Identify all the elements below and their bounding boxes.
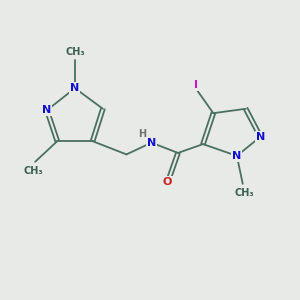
Text: N: N [147, 138, 156, 148]
Text: H: H [138, 129, 146, 140]
Text: CH₃: CH₃ [24, 166, 44, 176]
Text: I: I [194, 80, 198, 90]
Text: CH₃: CH₃ [234, 188, 254, 198]
Text: O: O [163, 177, 172, 188]
Text: N: N [42, 105, 52, 115]
Text: N: N [70, 83, 80, 93]
Text: CH₃: CH₃ [65, 47, 85, 57]
Text: N: N [232, 151, 242, 161]
Text: N: N [256, 132, 265, 142]
